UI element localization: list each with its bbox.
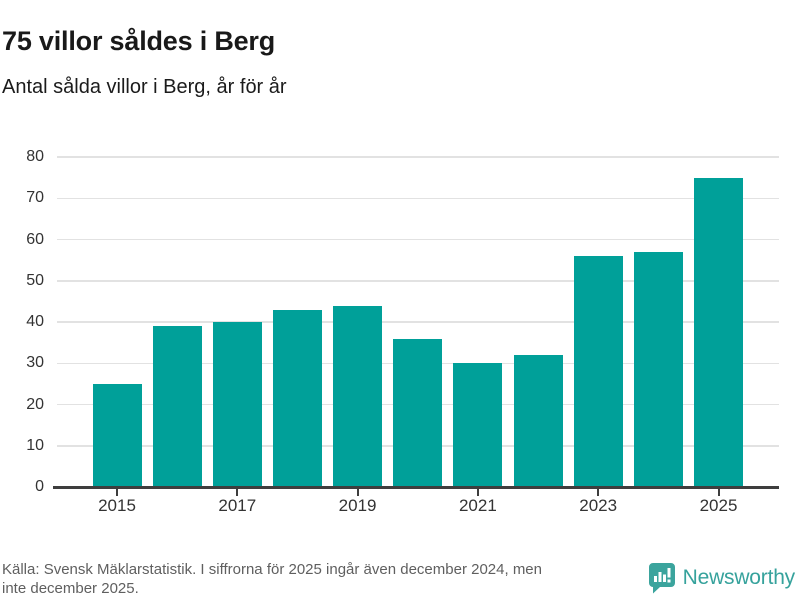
x-tick-label-2015: 2015 [98,496,136,515]
bar-2022 [513,355,563,487]
bar-2019 [333,305,383,487]
x-tick-2017 [236,489,239,496]
x-axis-line [53,486,779,489]
gridline-50 [57,280,779,282]
y-tick-label-0: 0 [35,478,44,495]
x-tick-label-2025: 2025 [699,496,738,515]
y-tick-label-20: 20 [26,395,44,413]
x-tick-2021 [476,489,479,496]
source-note: Källa: Svensk Mäklarstatistik. I siffror… [2,560,542,598]
bar-2024 [633,251,683,487]
x-tick-label-2019: 2019 [338,496,377,515]
y-tick-label-70: 70 [26,189,44,207]
bar-2023 [573,256,623,487]
y-tick-label-80: 80 [26,148,44,165]
bar-2015 [92,383,142,487]
newsworthy-bubble-chart-icon [648,562,676,594]
bar-2025 [694,177,743,487]
gridline-60 [57,238,779,241]
source-note-line2: inte december 2025. [2,580,139,597]
x-tick-label-2023: 2023 [579,496,618,515]
bar-2021 [453,363,503,487]
gridline-70 [57,197,779,199]
x-tick-2019 [356,489,359,496]
gridline-40 [57,321,779,323]
y-tick-label-40: 40 [26,313,44,330]
source-note-line1: Källa: Svensk Mäklarstatistik. I siffror… [2,561,542,578]
y-tick-label-30: 30 [26,354,44,372]
plot-area [57,156,779,487]
bar-2017 [212,322,262,487]
y-tick-label-60: 60 [26,230,44,248]
newsworthy-logo[interactable]: Newsworthy [648,562,795,594]
y-tick-label-10: 10 [26,436,44,454]
x-tick-label-2021: 2021 [458,496,497,515]
x-tick-label-2017: 2017 [218,496,257,515]
x-tick-2025 [717,489,720,496]
bar-2020 [393,338,443,487]
page-title: 75 villor såldes i Berg [2,26,276,57]
gridline-80 [57,156,779,158]
newsworthy-wordmark: Newsworthy [682,566,796,589]
bar-2018 [272,309,322,487]
y-tick-label-50: 50 [26,271,44,289]
chart-subtitle: Antal sålda villor i Berg, år för år [2,76,287,98]
bar-2016 [152,326,202,487]
x-tick-2015 [116,489,118,496]
x-tick-2023 [597,489,600,496]
